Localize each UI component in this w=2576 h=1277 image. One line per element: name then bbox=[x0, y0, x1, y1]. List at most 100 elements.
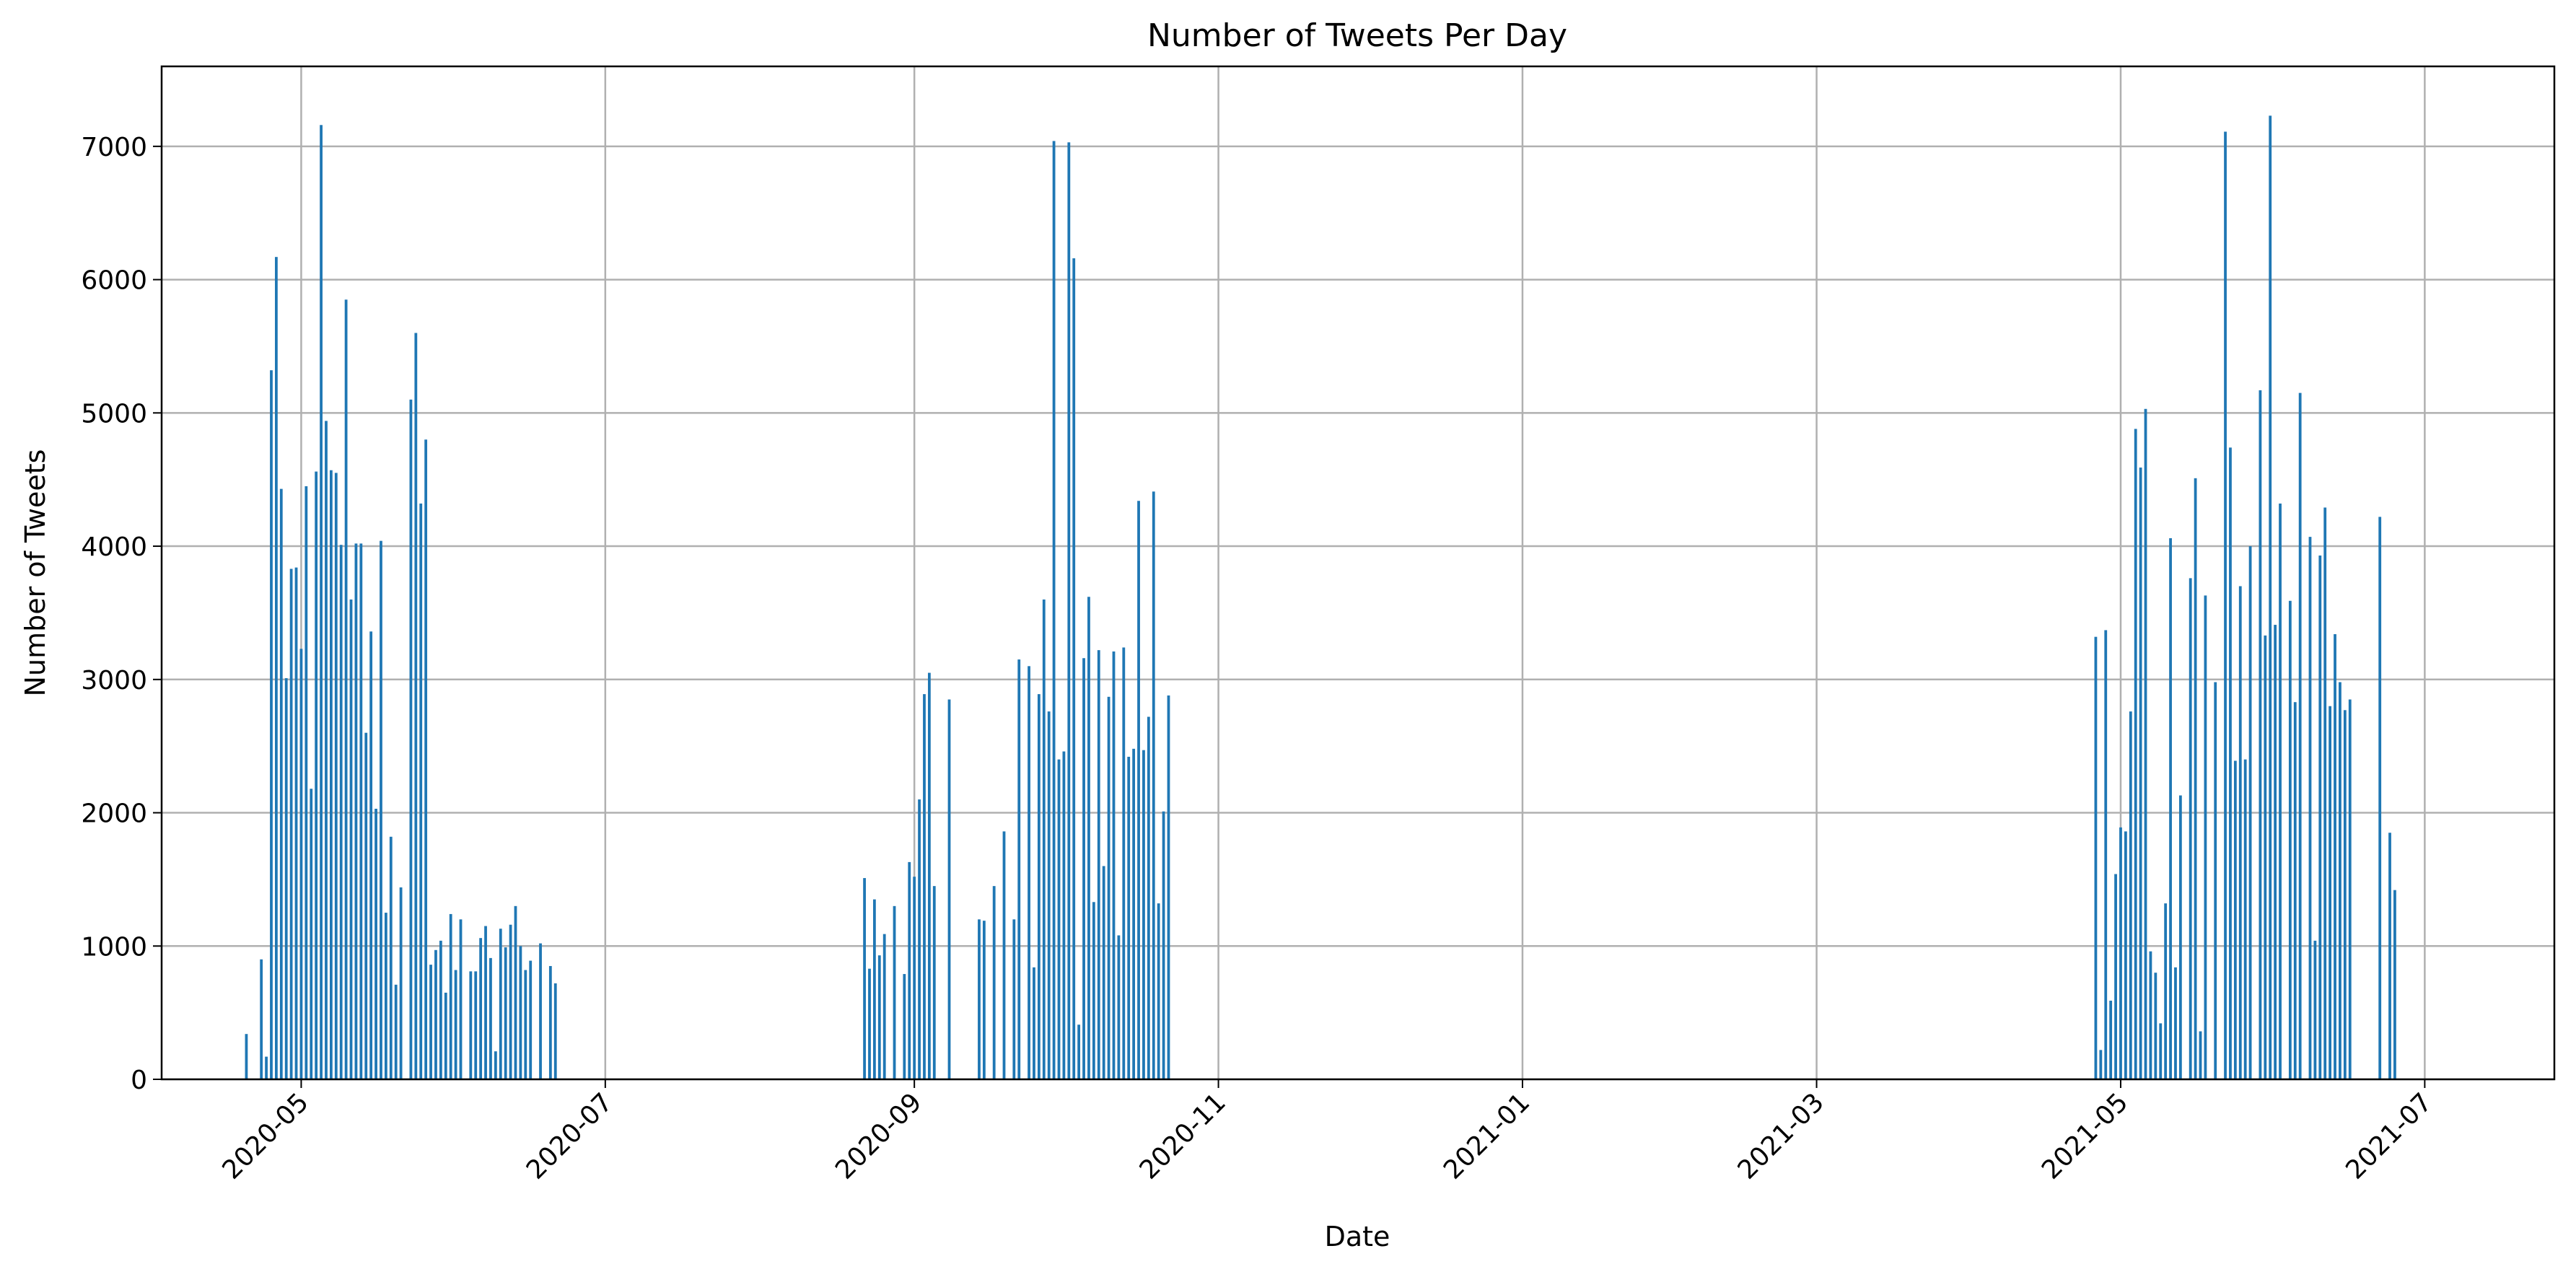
bar bbox=[2238, 586, 2242, 1079]
bar bbox=[459, 919, 463, 1079]
bar bbox=[2334, 633, 2336, 1079]
bar bbox=[1102, 866, 1105, 1079]
bar bbox=[2274, 625, 2277, 1079]
bar bbox=[1122, 647, 1126, 1079]
bar bbox=[310, 789, 313, 1079]
bar bbox=[305, 486, 308, 1079]
bar bbox=[279, 488, 283, 1079]
bar bbox=[1033, 967, 1035, 1079]
y-tick-label: 7000 bbox=[81, 133, 147, 162]
bar bbox=[474, 971, 478, 1079]
bar bbox=[429, 965, 432, 1079]
bar bbox=[484, 926, 487, 1079]
bar bbox=[2204, 595, 2207, 1079]
bar bbox=[553, 983, 557, 1079]
bar bbox=[1042, 599, 1046, 1079]
bar bbox=[414, 333, 418, 1080]
bar bbox=[893, 905, 896, 1079]
bar bbox=[2293, 702, 2297, 1079]
bar bbox=[384, 913, 387, 1079]
bar bbox=[903, 974, 906, 1079]
bar bbox=[489, 957, 492, 1079]
bar bbox=[1112, 651, 1116, 1079]
bar bbox=[2343, 710, 2347, 1079]
bar bbox=[294, 567, 298, 1079]
bar bbox=[1017, 659, 1021, 1079]
x-axis-ticks: 2020-05 2020-07 2020-09 2020-11 2021-01 2021-… bbox=[216, 1079, 2438, 1185]
bar bbox=[2243, 759, 2247, 1079]
bar bbox=[1157, 903, 1160, 1079]
bar bbox=[1082, 658, 1085, 1079]
bar bbox=[947, 699, 951, 1079]
bar bbox=[1162, 811, 1165, 1079]
bar bbox=[868, 968, 871, 1079]
x-tick-label: 2020-11 bbox=[1134, 1087, 1232, 1185]
bar bbox=[260, 959, 263, 1079]
bar bbox=[2104, 630, 2108, 1079]
bar bbox=[394, 984, 398, 1079]
bar bbox=[2248, 546, 2252, 1079]
bar bbox=[2119, 827, 2122, 1079]
bar bbox=[923, 694, 926, 1079]
bar bbox=[2199, 1031, 2202, 1079]
bar bbox=[2178, 795, 2182, 1079]
bar bbox=[1167, 695, 1170, 1079]
bar bbox=[1132, 748, 1136, 1079]
bar bbox=[1117, 935, 1121, 1079]
bar bbox=[1152, 491, 1155, 1079]
y-tick-label: 0 bbox=[131, 1066, 147, 1095]
bar bbox=[872, 899, 876, 1079]
bar bbox=[1087, 597, 1090, 1079]
y-tick-label: 3000 bbox=[81, 666, 147, 695]
bar bbox=[325, 421, 328, 1079]
bar bbox=[2159, 1023, 2163, 1079]
bar bbox=[245, 1034, 248, 1079]
bar bbox=[2174, 967, 2177, 1079]
bar bbox=[992, 886, 996, 1079]
bar bbox=[334, 473, 338, 1079]
bar bbox=[1012, 919, 1016, 1079]
bar bbox=[2264, 635, 2267, 1079]
bar bbox=[2233, 760, 2237, 1079]
bar bbox=[2298, 392, 2302, 1079]
chart-title: Number of Tweets Per Day bbox=[1147, 17, 1567, 54]
y-tick-label: 6000 bbox=[81, 266, 147, 296]
y-axis-label: Number of Tweets bbox=[19, 449, 51, 697]
bar bbox=[908, 861, 911, 1079]
bar bbox=[927, 672, 931, 1079]
bar bbox=[2144, 408, 2147, 1079]
y-axis-ticks: 0 1000 2000 3000 4000 5000 6000 7000 bbox=[81, 133, 162, 1095]
x-tick-label: 2021-03 bbox=[1732, 1087, 1830, 1185]
x-tick-label: 2021-05 bbox=[2036, 1087, 2134, 1185]
bar bbox=[2094, 636, 2098, 1079]
bar bbox=[320, 125, 323, 1080]
bar bbox=[1047, 711, 1051, 1079]
bar bbox=[2348, 699, 2352, 1079]
bar bbox=[1127, 756, 1131, 1079]
bar bbox=[364, 732, 368, 1079]
bar bbox=[284, 677, 288, 1079]
bar bbox=[877, 955, 881, 1079]
bar bbox=[2288, 600, 2292, 1079]
bar bbox=[444, 992, 447, 1079]
bar bbox=[389, 836, 393, 1079]
bar bbox=[1037, 694, 1041, 1079]
bar bbox=[863, 878, 866, 1079]
bar bbox=[1077, 1024, 1081, 1079]
bar bbox=[2378, 517, 2382, 1079]
x-tick-label: 2021-01 bbox=[1438, 1087, 1535, 1185]
bar bbox=[270, 370, 273, 1079]
x-tick-label: 2020-07 bbox=[521, 1087, 618, 1185]
bar bbox=[409, 399, 413, 1079]
bar bbox=[918, 799, 921, 1079]
bar bbox=[2339, 682, 2341, 1079]
bar bbox=[494, 1051, 497, 1079]
bar bbox=[274, 257, 278, 1079]
bar bbox=[519, 946, 522, 1079]
bar bbox=[2318, 555, 2322, 1079]
bar bbox=[354, 543, 358, 1079]
bar bbox=[329, 470, 333, 1079]
bar bbox=[2169, 537, 2172, 1079]
